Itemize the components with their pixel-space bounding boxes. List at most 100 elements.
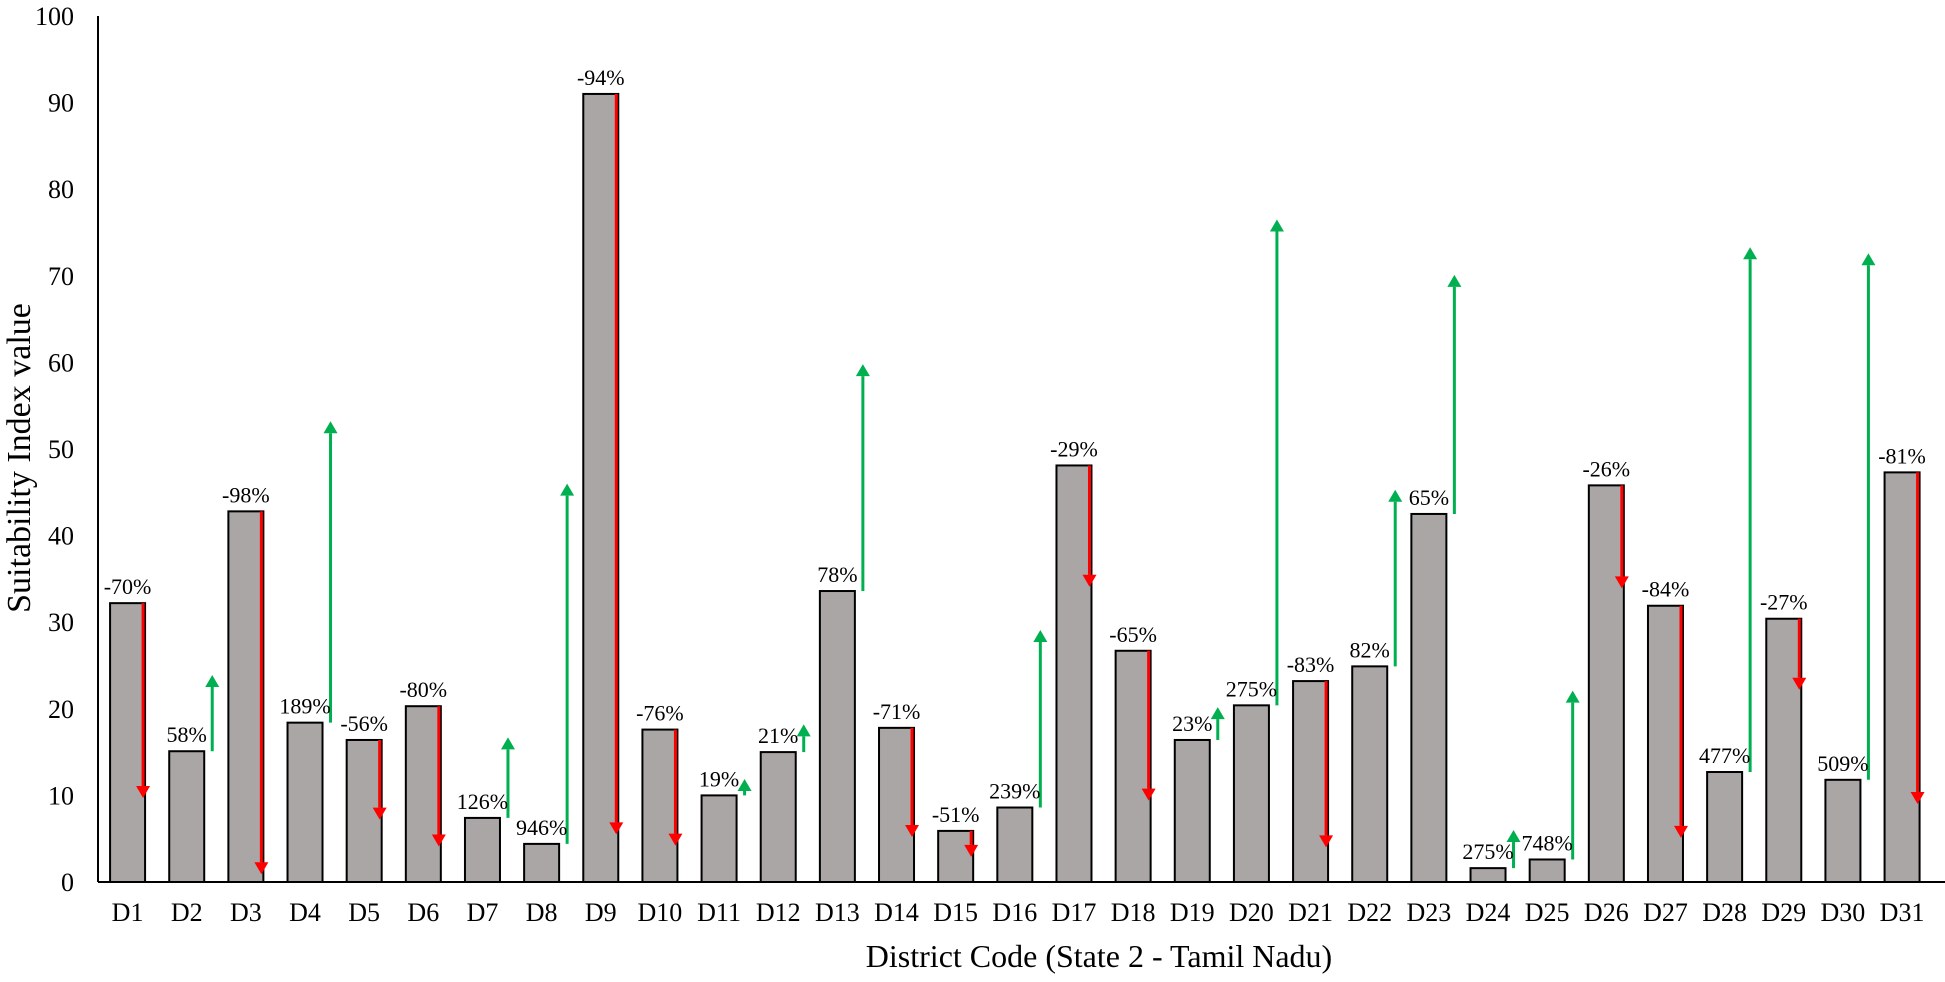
percent-change-label: -98% xyxy=(222,482,270,507)
percent-change-label: -83% xyxy=(1287,652,1335,677)
x-tick-label: D12 xyxy=(756,898,801,927)
percent-change-label: -71% xyxy=(873,699,921,724)
bar xyxy=(1883,471,1921,883)
y-tick-label: 90 xyxy=(48,89,74,118)
bar xyxy=(641,728,679,883)
increase-arrowhead xyxy=(1861,253,1876,266)
x-tick-label: D17 xyxy=(1052,898,1097,927)
y-tick-label: 50 xyxy=(48,435,74,464)
x-tick-label: D26 xyxy=(1584,898,1629,927)
bar xyxy=(286,721,324,883)
increase-arrowhead xyxy=(323,421,338,434)
bar xyxy=(168,750,206,884)
percent-change-label: -76% xyxy=(636,701,684,726)
increase-arrowhead xyxy=(855,364,870,377)
percent-change-label: -56% xyxy=(340,711,388,736)
x-tick-label: D18 xyxy=(1111,898,1156,927)
percent-change-label: -51% xyxy=(932,802,980,827)
bar xyxy=(1587,484,1625,883)
bar xyxy=(1646,604,1684,883)
x-axis-title: District Code (State 2 - Tamil Nadu) xyxy=(866,938,1332,974)
y-tick-label: 0 xyxy=(61,868,74,897)
y-tick-label: 30 xyxy=(48,608,74,637)
increase-arrowhead xyxy=(737,778,752,791)
bar xyxy=(1765,617,1803,884)
bar xyxy=(878,726,916,883)
y-tick-label: 20 xyxy=(48,695,74,724)
bar xyxy=(1528,858,1566,884)
percent-change-label: 126% xyxy=(457,789,508,814)
decrease-arrowhead xyxy=(668,833,683,846)
bar xyxy=(818,590,856,883)
y-tick-label: 70 xyxy=(48,262,74,291)
x-tick-label: D6 xyxy=(407,898,439,927)
decrease-arrowhead xyxy=(1614,576,1629,589)
x-tick-label: D21 xyxy=(1288,898,1333,927)
decrease-arrowhead xyxy=(609,822,624,835)
bar xyxy=(404,705,442,884)
bar xyxy=(1469,867,1507,883)
bar xyxy=(759,751,797,883)
percent-change-label: 509% xyxy=(1817,751,1868,776)
decrease-arrowhead xyxy=(905,824,920,837)
percent-change-label: -27% xyxy=(1760,590,1808,615)
bar xyxy=(523,842,561,883)
increase-arrowhead xyxy=(205,675,220,688)
percent-change-label: -70% xyxy=(104,574,152,599)
x-tick-label: D28 xyxy=(1702,898,1747,927)
x-tick-label: D25 xyxy=(1525,898,1570,927)
x-tick-label: D15 xyxy=(933,898,978,927)
x-tick-label: D22 xyxy=(1347,898,1392,927)
x-tick-label: D8 xyxy=(526,898,558,927)
percent-change-label: 189% xyxy=(279,694,330,719)
x-tick-label: D7 xyxy=(467,898,499,927)
increase-arrowhead xyxy=(1388,489,1403,502)
bar xyxy=(937,829,975,884)
increase-arrowhead xyxy=(796,724,811,737)
x-tick-label: D19 xyxy=(1170,898,1215,927)
increase-arrowhead xyxy=(1743,247,1758,260)
bar xyxy=(582,92,620,883)
increase-arrowhead xyxy=(1210,707,1225,720)
x-tick-label: D14 xyxy=(874,898,919,927)
bar xyxy=(1292,680,1330,884)
percent-change-label: 477% xyxy=(1699,743,1750,768)
increase-arrowhead xyxy=(1506,830,1521,843)
x-tick-label: D30 xyxy=(1821,898,1866,927)
percent-change-label: 23% xyxy=(1172,711,1212,736)
bar xyxy=(1706,771,1744,884)
x-tick-label: D23 xyxy=(1406,898,1451,927)
percent-change-label: 58% xyxy=(167,722,207,747)
bar xyxy=(227,510,265,883)
bar xyxy=(1173,738,1211,884)
bar xyxy=(1114,649,1152,884)
x-tick-label: D11 xyxy=(697,898,741,927)
percent-change-label: -81% xyxy=(1878,443,1926,468)
decrease-arrowhead xyxy=(1910,792,1925,805)
percent-change-label: -94% xyxy=(577,65,625,90)
percent-change-label: -84% xyxy=(1642,577,1690,602)
x-tick-label: D16 xyxy=(992,898,1037,927)
bar xyxy=(1351,665,1389,884)
x-tick-label: D4 xyxy=(289,898,321,927)
bar xyxy=(1232,704,1270,883)
x-tick-label: D10 xyxy=(638,898,683,927)
percent-change-label: 19% xyxy=(699,766,739,791)
percent-change-label: 946% xyxy=(516,815,567,840)
percent-change-label: -26% xyxy=(1582,456,1630,481)
x-tick-label: D27 xyxy=(1643,898,1688,927)
percent-change-label: -65% xyxy=(1109,622,1157,647)
bar xyxy=(109,602,147,883)
bar xyxy=(996,806,1034,883)
x-tick-label: D24 xyxy=(1466,898,1511,927)
x-tick-label: D29 xyxy=(1761,898,1806,927)
decrease-arrowhead xyxy=(964,844,979,857)
increase-arrowhead xyxy=(1033,629,1048,642)
percent-change-label: 82% xyxy=(1350,637,1390,662)
y-tick-label: 10 xyxy=(48,781,74,810)
increase-arrowhead xyxy=(1269,219,1284,232)
percent-change-label: 239% xyxy=(989,779,1040,804)
percent-change-label: 275% xyxy=(1462,839,1513,864)
x-tick-label: D9 xyxy=(585,898,617,927)
